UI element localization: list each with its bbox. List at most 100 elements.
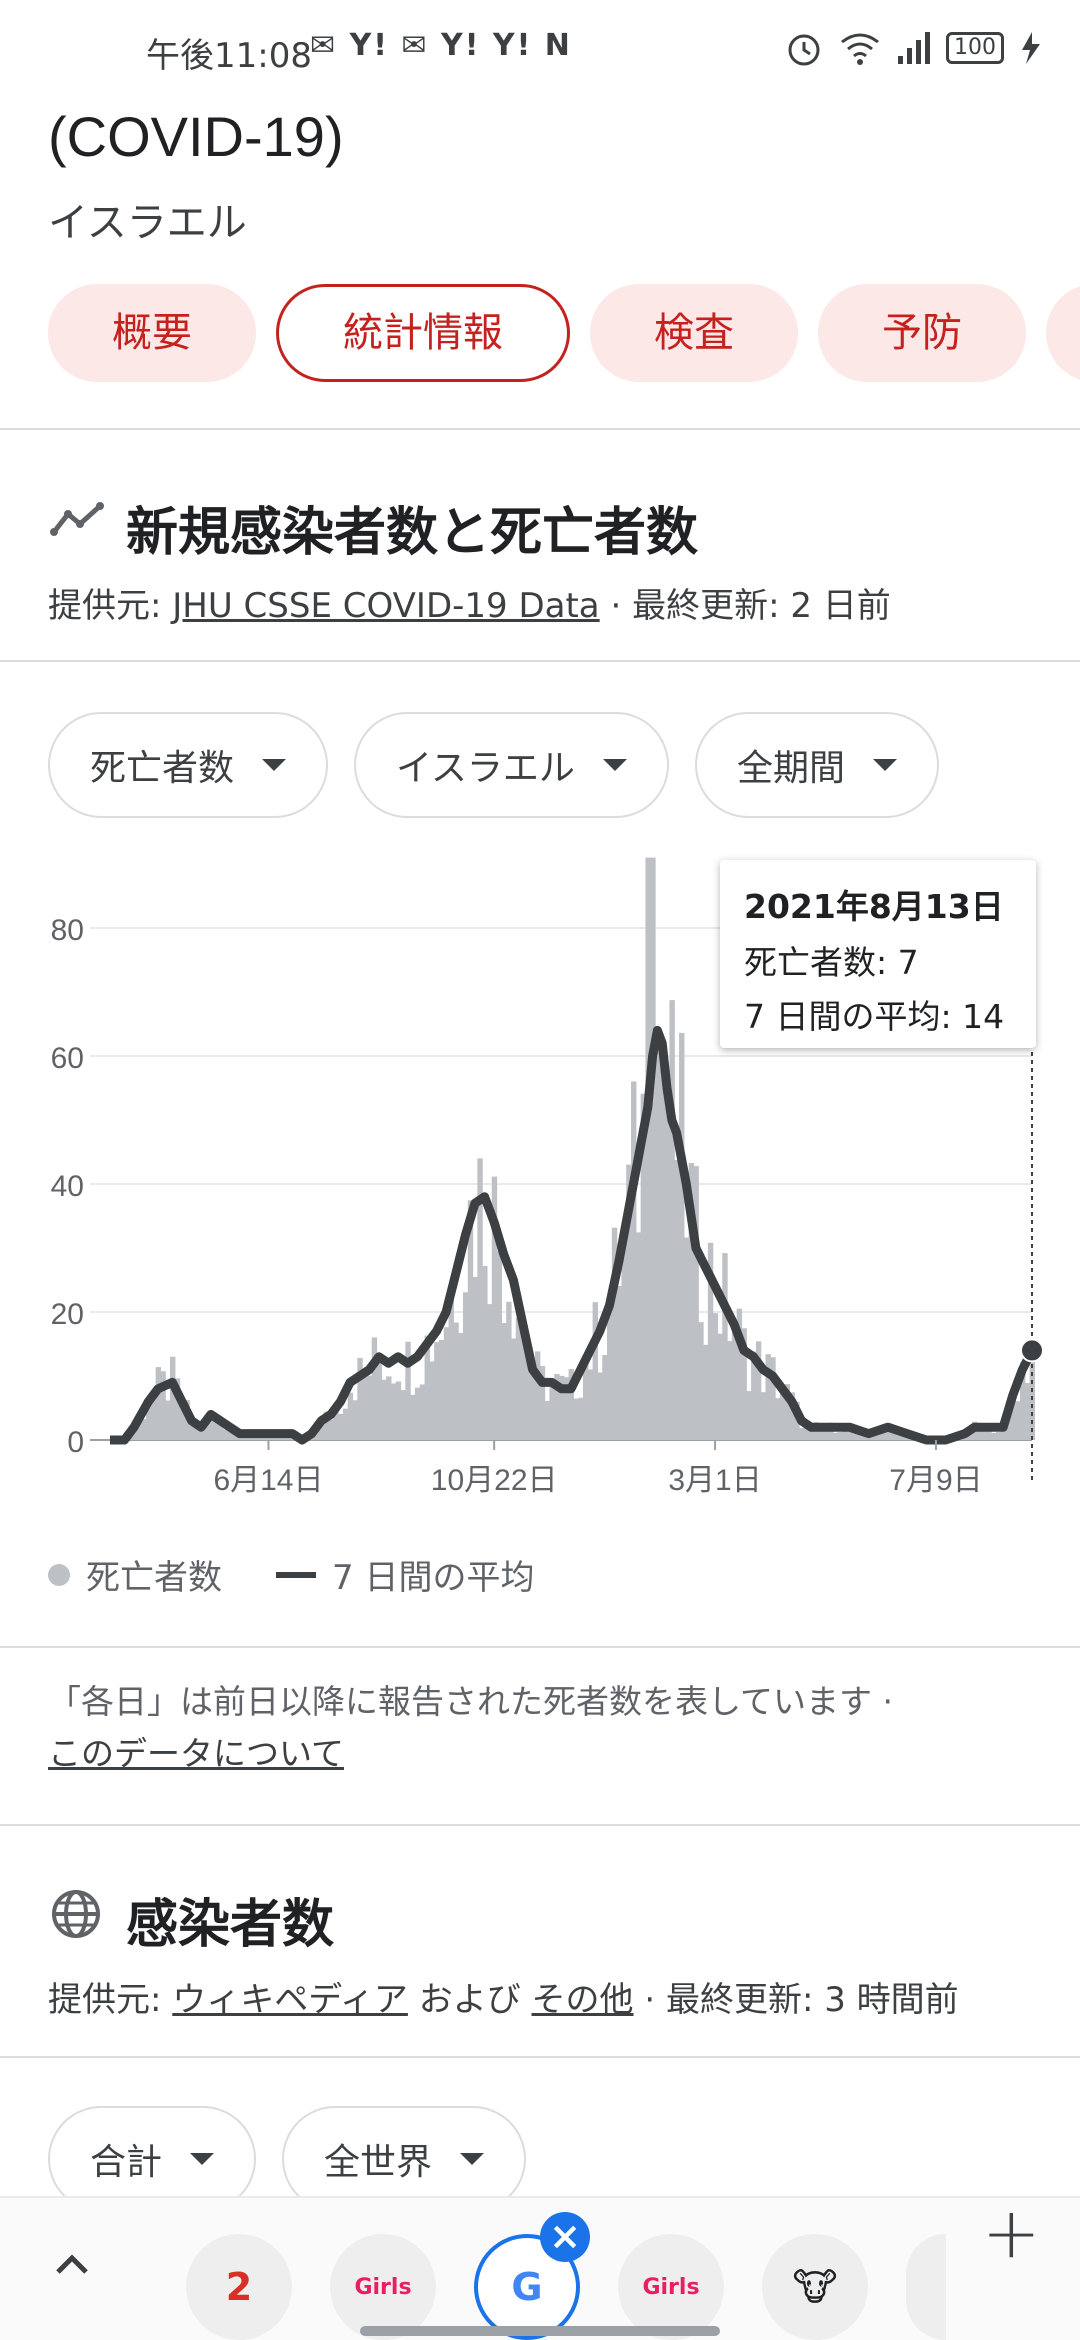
daily-bar — [664, 1098, 671, 1440]
divider — [0, 660, 1080, 662]
tab-statistics[interactable]: 統計情報 — [276, 284, 570, 382]
tab-thumb-partial[interactable] — [906, 2234, 946, 2340]
deaths-chart[interactable]: 0 20 40 60 80 6月14日 10月22日 3月1日 7月9日 — [0, 840, 1080, 1520]
daily-bar — [371, 1337, 378, 1440]
daily-bar — [688, 1163, 695, 1440]
signal-icon — [898, 32, 930, 64]
daily-bar — [991, 1432, 997, 1440]
daily-bar — [174, 1378, 181, 1440]
period-dropdown[interactable]: 全期間 — [694, 712, 939, 818]
source-and: および — [407, 1980, 532, 2020]
daily-bar — [165, 1400, 171, 1440]
daily-bar — [203, 1416, 210, 1440]
daily-bar — [222, 1429, 229, 1440]
daily-bar — [424, 1335, 430, 1440]
tab-thumb-girls-2[interactable]: Girls — [618, 2234, 724, 2340]
filter-chips: 死亡者数 イスラエル 全期間 — [48, 712, 939, 818]
chart-legend: 死亡者数 7 日間の平均 — [48, 1550, 534, 1599]
daily-bar — [568, 1369, 575, 1440]
x-tick-label: 6月14日 — [213, 1464, 323, 1497]
daily-bar — [631, 1081, 637, 1440]
daily-bar — [357, 1358, 363, 1440]
daily-bar — [1010, 1396, 1016, 1440]
tab-thumb-girls[interactable]: Girls — [330, 2234, 436, 2340]
daily-bar — [352, 1400, 358, 1440]
location-dropdown[interactable]: イスラエル — [354, 712, 669, 818]
region-label: 全世界 — [324, 2142, 433, 2183]
daily-bar — [179, 1403, 186, 1440]
daily-bar — [333, 1407, 339, 1440]
daily-bar — [640, 1093, 647, 1440]
tab-symptoms[interactable]: 症状 — [1046, 284, 1080, 382]
metric-label: 死亡者数 — [90, 748, 235, 789]
legend-dot-icon — [48, 1563, 70, 1586]
daily-bar — [506, 1301, 512, 1440]
wifi-icon — [841, 33, 879, 65]
daily-bar — [803, 1420, 810, 1440]
source-link-wikipedia[interactable]: ウィキペディア — [172, 1980, 408, 2020]
divider — [0, 1824, 1080, 1826]
daily-bar — [655, 1030, 661, 1440]
daily-bar — [674, 1160, 680, 1440]
about-data-link[interactable]: このデータについて — [48, 1734, 345, 1773]
section-title-cases-deaths: 新規感染者数と死亡者数 — [126, 503, 699, 563]
daily-bar — [731, 1331, 738, 1440]
tab-testing[interactable]: 検査 — [590, 284, 798, 382]
charging-icon — [1022, 32, 1040, 64]
daily-bar — [751, 1351, 757, 1440]
chevron-up-icon[interactable] — [52, 2250, 92, 2278]
data-note: 「各日」は前日以降に報告された死者数を表しています · このデータについて — [48, 1676, 1048, 1780]
period-label: 全期間 — [736, 748, 845, 789]
new-tab-plus-icon[interactable]: + — [982, 2192, 1041, 2274]
daily-bar — [314, 1430, 320, 1440]
tab-prevention[interactable]: 予防 — [818, 284, 1026, 382]
tooltip-average: 7 日間の平均: 14 — [744, 997, 1005, 1036]
daily-bar — [414, 1387, 421, 1440]
daily-bar — [381, 1379, 387, 1440]
metric-dropdown[interactable]: 死亡者数 — [48, 712, 329, 818]
close-tab-icon[interactable]: × — [540, 2212, 590, 2262]
total-dropdown[interactable]: 合計 — [48, 2106, 257, 2212]
daily-bar — [429, 1361, 435, 1440]
daily-bar — [520, 1326, 526, 1440]
daily-bar — [208, 1413, 214, 1440]
daily-bar — [462, 1292, 469, 1440]
status-time: 午後11:08 — [146, 36, 312, 76]
tab-bar: 概要 統計情報 検査 予防 症状 — [48, 284, 1080, 382]
daily-bar — [198, 1429, 205, 1440]
tab-overview[interactable]: 概要 — [48, 284, 256, 382]
tab-thumb-2ch[interactable]: 2 — [186, 2234, 292, 2340]
daily-bar — [976, 1427, 983, 1440]
daily-bar — [558, 1375, 565, 1440]
daily-bar — [453, 1322, 459, 1440]
hover-point — [1020, 1338, 1044, 1363]
daily-bar — [386, 1376, 392, 1440]
home-indicator — [360, 2326, 720, 2336]
daily-bar — [736, 1308, 743, 1440]
daily-bar — [189, 1421, 195, 1440]
daily-bar — [530, 1373, 536, 1440]
daily-bar — [573, 1398, 579, 1440]
source-link-jhu[interactable]: JHU CSSE COVID-19 Data — [172, 586, 600, 626]
chevron-down-icon — [190, 2153, 215, 2165]
daily-bar — [318, 1417, 325, 1440]
daily-bar — [635, 1232, 642, 1440]
divider — [0, 1646, 1080, 1648]
section-source: 提供元: JHU CSSE COVID-19 Data · 最終更新: 2 日前 — [48, 578, 891, 627]
notification-icons: ✉ Y! ✉ Y! Y! N — [310, 28, 572, 63]
daily-bar — [986, 1423, 992, 1440]
daily-bar — [746, 1391, 752, 1440]
x-tick-label: 3月1日 — [668, 1464, 761, 1497]
daily-bar — [650, 857, 656, 1440]
daily-bar — [376, 1358, 382, 1440]
page-subtitle: イスラエル — [48, 200, 247, 246]
tooltip-deaths: 死亡者数: 7 — [744, 943, 919, 982]
source-link-others[interactable]: その他 — [531, 1980, 634, 2020]
status-right: 100 — [784, 26, 1044, 70]
tab-thumb-cow[interactable]: 🐮 — [762, 2234, 868, 2340]
daily-bar — [981, 1424, 987, 1440]
daily-bar — [525, 1359, 531, 1440]
daily-bar — [698, 1322, 704, 1440]
daily-bar — [554, 1373, 560, 1440]
alarm-icon — [788, 34, 820, 66]
